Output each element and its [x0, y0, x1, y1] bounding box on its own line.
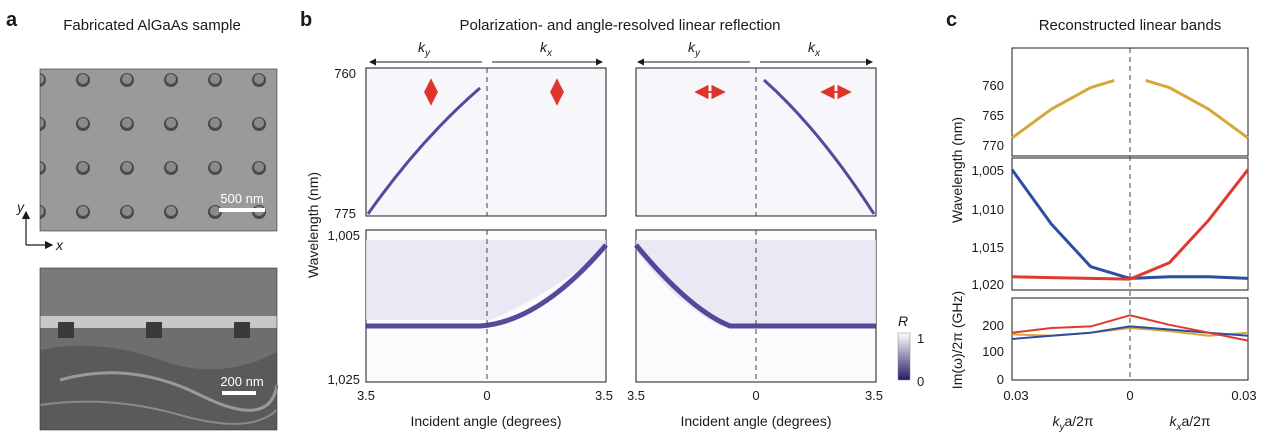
- c-mid-series-group: [1010, 168, 1250, 281]
- b-ylabel: Wavelength (nm): [305, 172, 321, 278]
- b-ytick-775: 775: [334, 206, 356, 221]
- b-xtick-left-3: 3.5: [595, 388, 613, 403]
- b-xtick-right-3: 3.5: [865, 388, 883, 403]
- reflection-map-bottom-right: [634, 229, 877, 383]
- c-ytick-100: 100: [982, 344, 1004, 359]
- c-panel3-series-3-line: [1011, 314, 1249, 342]
- panel-c-letter: c: [946, 9, 957, 31]
- b-xlabel-right: Incident angle (degrees): [681, 413, 832, 429]
- c-ytick-1005: 1,005: [971, 163, 1004, 178]
- c-ytick-1015: 1,015: [971, 240, 1004, 255]
- panel-a-title: Fabricated AlGaAs sample: [63, 17, 241, 34]
- c-top-series-group: [1011, 78, 1249, 140]
- c-bot-series-group: [1011, 314, 1249, 342]
- c-ytick-1010: 1,010: [971, 202, 1004, 217]
- b-xtick-right-1: 3.5: [627, 388, 645, 403]
- scale-bar-top: [219, 208, 265, 212]
- panel-b-letter: b: [300, 9, 312, 31]
- c-ytick-760: 760: [982, 78, 1004, 93]
- colorbar-tick-0: 0: [917, 374, 924, 389]
- b-xlabel-left: Incident angle (degrees): [411, 413, 562, 429]
- sem-top-view-image: 500 nm: [39, 68, 278, 232]
- c-xtick-right: 0.03: [1231, 388, 1256, 403]
- scale-label-top: 500 nm: [220, 191, 263, 206]
- c-panel2-series-2-line: [1011, 168, 1250, 281]
- ky-label-right: ky: [688, 39, 701, 59]
- b-ytick-1025: 1,025: [327, 372, 360, 387]
- reflection-map-bottom-left: [365, 229, 608, 383]
- k-direction-header: ky kx ky kx: [369, 39, 873, 66]
- panel-b-title: Polarization- and angle-resolved linear …: [459, 17, 780, 34]
- b-ytick-1005: 1,005: [327, 228, 360, 243]
- xy-axis-indicator: y x: [16, 199, 64, 253]
- c-xlabel-kx: kxa/2π: [1169, 413, 1210, 433]
- reflection-map-top-right: [635, 67, 877, 217]
- c-ylabel-loss: Im(ω)/2π (GHz): [949, 291, 965, 389]
- b-xtick-left-1: 3.5: [357, 388, 375, 403]
- c-ytick-1020: 1,020: [971, 277, 1004, 292]
- axis-x-label: x: [55, 237, 64, 253]
- c-ytick-0: 0: [997, 372, 1004, 387]
- scale-bar-bottom: [222, 391, 256, 395]
- kx-label-left: kx: [540, 39, 553, 59]
- reflection-map-top-left: [365, 67, 607, 217]
- c-ytick-765: 765: [982, 108, 1004, 123]
- c-panel1-series-1-part-1-line: [1011, 78, 1115, 140]
- kx-label-right: kx: [808, 39, 821, 59]
- panel-c-title: Reconstructed linear bands: [1039, 17, 1222, 34]
- panel-a-letter: a: [6, 9, 18, 31]
- axis-y-label: y: [16, 199, 25, 215]
- b-xtick-left-2: 0: [483, 388, 490, 403]
- ky-label-left: ky: [418, 39, 431, 59]
- b-ytick-760: 760: [334, 66, 356, 81]
- c-ytick-200: 200: [982, 318, 1004, 333]
- scale-label-bottom: 200 nm: [220, 374, 263, 389]
- sem-cross-section-image: 200 nm: [39, 267, 279, 431]
- b-xtick-right-2: 0: [752, 388, 759, 403]
- colorbar: R 1 0: [897, 313, 924, 389]
- c-xtick-center: 0: [1126, 388, 1133, 403]
- c-panel1-series-1-part-2-line: [1145, 78, 1249, 140]
- c-ytick-770: 770: [982, 138, 1004, 153]
- c-xtick-left: 0.03: [1003, 388, 1028, 403]
- c-xlabel-ky: kya/2π: [1052, 413, 1093, 433]
- c-ylabel-wavelength: Wavelength (nm): [949, 117, 965, 223]
- colorbar-label: R: [898, 313, 908, 329]
- colorbar-tick-1: 1: [917, 331, 924, 346]
